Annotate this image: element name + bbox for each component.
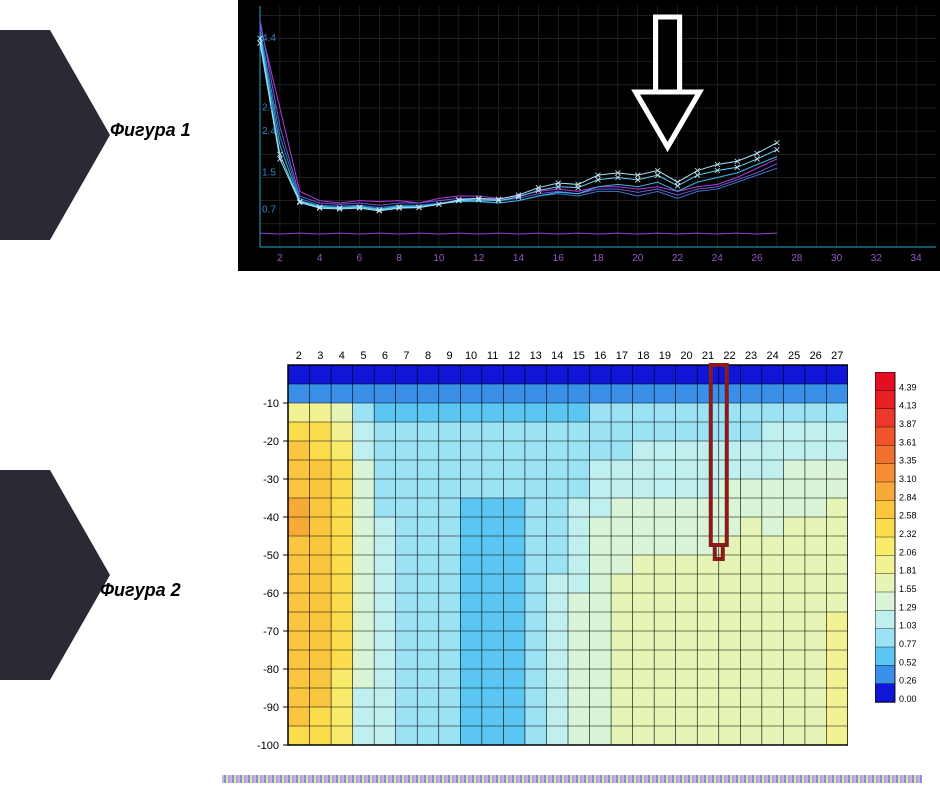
- svg-text:19: 19: [659, 350, 671, 362]
- svg-text:28: 28: [791, 253, 803, 264]
- svg-text:-80: -80: [263, 664, 279, 676]
- svg-text:22: 22: [672, 253, 684, 264]
- svg-text:5: 5: [360, 350, 366, 362]
- svg-text:0.26: 0.26: [899, 676, 917, 686]
- decorative-arrow-2: [0, 470, 120, 680]
- svg-text:13: 13: [530, 350, 542, 362]
- svg-text:3.61: 3.61: [899, 437, 917, 447]
- svg-text:10: 10: [433, 253, 445, 264]
- svg-text:2: 2: [277, 253, 283, 264]
- svg-text:-30: -30: [263, 474, 279, 486]
- svg-text:-70: -70: [263, 626, 279, 638]
- colorbar-legend: 4.39 4.13 3.87 3.61 3.35 3.10 2.84 2.58 2.32 2.06…: [875, 372, 940, 702]
- svg-text:11: 11: [487, 350, 498, 362]
- svg-text:2.84: 2.84: [899, 492, 917, 502]
- svg-text:2.06: 2.06: [899, 547, 917, 557]
- svg-text:6: 6: [382, 350, 388, 362]
- svg-text:0.52: 0.52: [899, 657, 917, 667]
- svg-text:18: 18: [592, 253, 604, 264]
- svg-text:34: 34: [911, 253, 923, 264]
- svg-text:1.29: 1.29: [899, 602, 917, 612]
- svg-text:15: 15: [573, 350, 585, 362]
- svg-text:0.7: 0.7: [262, 205, 276, 216]
- svg-text:3.35: 3.35: [899, 456, 917, 466]
- svg-text:12: 12: [508, 350, 520, 362]
- svg-text:23: 23: [745, 350, 757, 362]
- svg-text:4.4: 4.4: [262, 33, 276, 44]
- svg-text:32: 32: [871, 253, 883, 264]
- svg-text:25: 25: [788, 350, 800, 362]
- svg-text:2.58: 2.58: [899, 511, 917, 521]
- svg-text:7: 7: [403, 350, 409, 362]
- svg-text:-60: -60: [263, 588, 279, 600]
- svg-text:3.87: 3.87: [899, 419, 917, 429]
- svg-text:1.5: 1.5: [262, 167, 276, 178]
- svg-text:16: 16: [553, 253, 565, 264]
- svg-text:3: 3: [317, 350, 323, 362]
- svg-text:30: 30: [831, 253, 843, 264]
- svg-text:12: 12: [473, 253, 485, 264]
- svg-text:26: 26: [810, 350, 822, 362]
- svg-text:20: 20: [632, 253, 644, 264]
- svg-text:8: 8: [396, 253, 402, 264]
- svg-text:1.03: 1.03: [899, 621, 917, 631]
- svg-text:14: 14: [513, 253, 525, 264]
- svg-text:4: 4: [317, 253, 323, 264]
- svg-text:26: 26: [751, 253, 763, 264]
- svg-text:8: 8: [425, 350, 431, 362]
- svg-text:4: 4: [339, 350, 345, 362]
- svg-text:2.32: 2.32: [899, 529, 917, 539]
- svg-text:2.9: 2.9: [262, 103, 276, 114]
- svg-text:9: 9: [446, 350, 452, 362]
- svg-text:-10: -10: [263, 398, 279, 410]
- line-chart-figure-1: 0.71.52.42.94.42468101214161820222426283…: [238, 0, 940, 271]
- svg-text:20: 20: [680, 350, 692, 362]
- figure-2-caption: Фигура 2: [100, 580, 181, 601]
- svg-text:0.00: 0.00: [899, 694, 917, 704]
- svg-text:-50: -50: [263, 550, 279, 562]
- svg-text:24: 24: [766, 350, 778, 362]
- svg-text:-100: -100: [257, 740, 279, 752]
- svg-text:1.81: 1.81: [899, 566, 917, 576]
- svg-text:4.39: 4.39: [899, 382, 917, 392]
- svg-text:18: 18: [637, 350, 649, 362]
- svg-text:21: 21: [702, 350, 714, 362]
- decorative-noise-bar: [222, 775, 922, 783]
- svg-text:2.4: 2.4: [262, 126, 276, 137]
- svg-text:4.13: 4.13: [899, 401, 917, 411]
- svg-text:6: 6: [357, 253, 363, 264]
- svg-text:10: 10: [465, 350, 477, 362]
- svg-text:22: 22: [723, 350, 735, 362]
- svg-text:14: 14: [551, 350, 563, 362]
- svg-text:-20: -20: [263, 436, 279, 448]
- svg-text:3.10: 3.10: [899, 474, 917, 484]
- svg-text:24: 24: [712, 253, 724, 264]
- svg-text:1.55: 1.55: [899, 584, 917, 594]
- svg-text:0.77: 0.77: [899, 639, 917, 649]
- svg-text:-90: -90: [263, 702, 279, 714]
- svg-text:16: 16: [594, 350, 606, 362]
- contour-heatmap-figure-2: 2345678910111213141516171819202122232425…: [238, 345, 848, 755]
- figure-1-caption: Фигура 1: [110, 120, 191, 141]
- svg-text:2: 2: [296, 350, 302, 362]
- svg-text:27: 27: [831, 350, 843, 362]
- svg-text:17: 17: [616, 350, 628, 362]
- decorative-arrow-1: [0, 30, 120, 240]
- svg-text:-40: -40: [263, 512, 279, 524]
